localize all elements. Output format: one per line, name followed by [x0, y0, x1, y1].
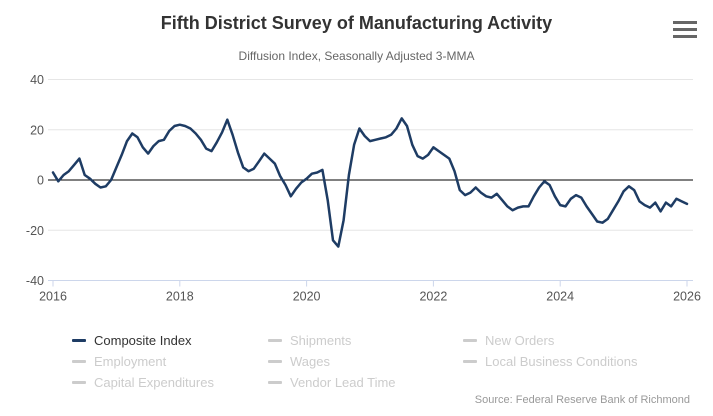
legend-dash-icon [268, 339, 282, 342]
context-menu-button[interactable] [673, 21, 697, 38]
chart-subtitle: Diffusion Index, Seasonally Adjusted 3-M… [238, 49, 475, 63]
legend-column: New Orders Local Business Conditions [463, 330, 637, 372]
legend-item-composite-index[interactable]: Composite Index [72, 330, 214, 351]
y-axis-label: -40 [26, 274, 44, 288]
x-axis-label: 2016 [39, 290, 67, 304]
legend-item-vendor-lead-time[interactable]: Vendor Lead Time [268, 372, 396, 393]
chart-title: Fifth District Survey of Manufacturing A… [160, 13, 553, 33]
y-axis-label: -20 [26, 224, 44, 238]
x-axis-label: 2020 [293, 290, 321, 304]
legend-item-label: Shipments [290, 333, 352, 348]
legend-dash-icon [268, 381, 282, 384]
legend-item-label: Capital Expenditures [94, 375, 214, 390]
legend-item-label: New Orders [485, 333, 555, 348]
legend-column: Shipments Wages Vendor Lead Time [268, 330, 396, 393]
legend-column: Composite Index Employment Capital Expendi… [72, 330, 214, 393]
y-axis-label: 40 [30, 73, 44, 87]
legend-dash-icon [72, 339, 86, 342]
legend-item-shipments[interactable]: Shipments [268, 330, 396, 351]
legend-item-local-business-conditions[interactable]: Local Business Conditions [463, 351, 637, 372]
hamburger-icon [673, 34, 697, 38]
legend-item-capital-expenditures[interactable]: Capital Expenditures [72, 372, 214, 393]
legend-item-wages[interactable]: Wages [268, 351, 396, 372]
hamburger-icon [673, 27, 697, 32]
hamburger-icon [673, 21, 697, 25]
legend-item-new-orders[interactable]: New Orders [463, 330, 637, 351]
legend: Composite Index Employment Capital Expendi… [0, 330, 713, 394]
legend-dash-icon [72, 381, 86, 384]
x-axis-label: 2026 [673, 290, 701, 304]
x-axis-label: 2024 [546, 290, 574, 304]
x-axis-label: 2018 [166, 290, 194, 304]
legend-item-label: Vendor Lead Time [290, 375, 396, 390]
legend-dash-icon [72, 360, 86, 363]
legend-dash-icon [268, 360, 282, 363]
legend-dash-icon [463, 360, 477, 363]
y-axis-label: 0 [37, 174, 44, 188]
legend-dash-icon [463, 339, 477, 342]
legend-item-label: Composite Index [94, 333, 192, 348]
plot-area-svg: 40 20 0 -20 -40 2016 2018 2020 2022 2024 2026 [26, 73, 701, 304]
source-credit: Source: Federal Reserve Bank of Richmond [474, 394, 690, 406]
y-axis-label: 20 [30, 123, 44, 137]
legend-item-label: Local Business Conditions [485, 354, 638, 369]
legend-item-label: Employment [94, 354, 167, 369]
legend-item-employment[interactable]: Employment [72, 351, 214, 372]
series-composite-index-line[interactable] [51, 117, 689, 248]
x-axis-label: 2022 [419, 290, 447, 304]
legend-item-label: Wages [290, 354, 330, 369]
